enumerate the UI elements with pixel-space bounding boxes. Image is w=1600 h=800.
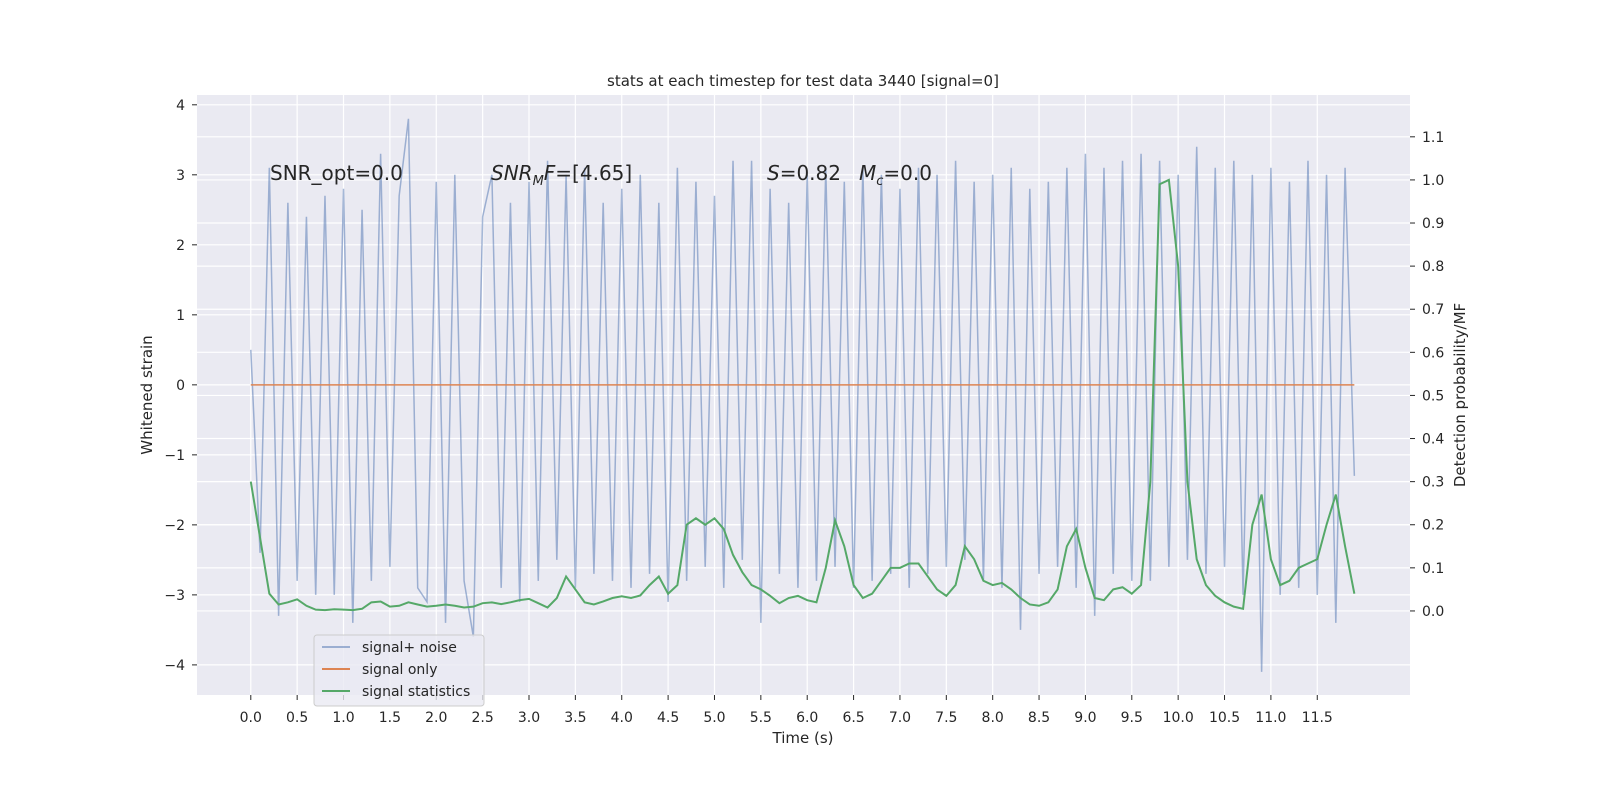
x-tick-label: 11.5 bbox=[1302, 710, 1333, 726]
x-tick-label: 7.0 bbox=[889, 710, 911, 726]
annotation-part: S bbox=[767, 161, 780, 185]
y2-tick-label: 1.0 bbox=[1422, 173, 1444, 189]
y-tick-label: 2 bbox=[176, 238, 185, 254]
series-line bbox=[250, 118, 1356, 672]
y-tick-label: 0 bbox=[176, 378, 185, 394]
x-tick-label: 9.5 bbox=[1121, 710, 1143, 726]
legend-label: signal+ noise bbox=[362, 640, 457, 656]
x-tick-label: 0.0 bbox=[240, 710, 262, 726]
x-tick-label: 9.0 bbox=[1074, 710, 1096, 726]
annotation: Mc=0.0 bbox=[859, 161, 932, 189]
x-tick-label: 2.0 bbox=[425, 710, 447, 726]
x-tick-label: 10.5 bbox=[1209, 710, 1240, 726]
y2-tick-label: 0.5 bbox=[1422, 388, 1444, 404]
annotation-part: =0.0 bbox=[883, 161, 932, 185]
x-tick-label: 5.0 bbox=[703, 710, 725, 726]
y-tick-label: 3 bbox=[176, 168, 185, 184]
y-tick-label: −2 bbox=[164, 518, 185, 534]
x-axis-label: Time (s) bbox=[772, 729, 834, 747]
annotation-part: F bbox=[544, 161, 556, 185]
x-tick-label: 8.0 bbox=[982, 710, 1004, 726]
x-tick-label: 1.0 bbox=[332, 710, 354, 726]
legend-label: signal statistics bbox=[362, 684, 470, 700]
y2-tick-label: 0.0 bbox=[1422, 604, 1444, 620]
x-tick-label: 6.5 bbox=[842, 710, 864, 726]
annotation-part: M bbox=[533, 174, 544, 189]
annotation: SNRMF=[4.65] bbox=[491, 161, 632, 189]
y-tick-label: −1 bbox=[164, 448, 185, 464]
series-line bbox=[249, 178, 1356, 612]
x-tick-label: 4.5 bbox=[657, 710, 679, 726]
x-tick-label: 7.5 bbox=[935, 710, 957, 726]
x-tick-label: 8.5 bbox=[1028, 710, 1050, 726]
x-tick-label: 1.5 bbox=[379, 710, 401, 726]
y2-tick-label: 0.1 bbox=[1422, 561, 1444, 577]
x-tick-label: 3.5 bbox=[564, 710, 586, 726]
x-tick-label: 0.5 bbox=[286, 710, 308, 726]
legend-label: signal only bbox=[362, 662, 437, 678]
y2-tick-label: 0.6 bbox=[1422, 345, 1444, 361]
y2-tick-label: 0.9 bbox=[1422, 216, 1444, 232]
annotation: S=0.82 bbox=[767, 161, 841, 185]
annotation-part: c bbox=[876, 174, 883, 189]
y-axis-label: Whitened strain bbox=[138, 335, 156, 454]
x-tick-label: 10.0 bbox=[1163, 710, 1194, 726]
x-tick-label: 3.0 bbox=[518, 710, 540, 726]
y2-tick-label: 0.7 bbox=[1422, 302, 1444, 318]
y-tick-label: −3 bbox=[164, 588, 185, 604]
annotation-part: M bbox=[859, 161, 876, 185]
chart-title: stats at each timestep for test data 344… bbox=[607, 72, 999, 90]
y-tick-label: 1 bbox=[176, 308, 185, 324]
x-tick-label: 4.0 bbox=[611, 710, 633, 726]
annotation-part: SNR bbox=[491, 161, 533, 185]
annotation: SNR_opt=0.0 bbox=[270, 161, 403, 185]
y2-tick-label: 0.8 bbox=[1422, 259, 1444, 275]
annotation-part: SNR_opt=0.0 bbox=[270, 161, 403, 185]
y2-tick-label: 0.3 bbox=[1422, 475, 1444, 491]
y-tick-label: 4 bbox=[176, 98, 185, 114]
x-tick-label: 2.5 bbox=[471, 710, 493, 726]
y2-tick-label: 1.1 bbox=[1422, 130, 1444, 146]
x-tick-label: 6.0 bbox=[796, 710, 818, 726]
legend-box bbox=[313, 634, 485, 707]
annotation-part: =0.82 bbox=[780, 161, 841, 185]
y2-tick-label: 0.4 bbox=[1422, 432, 1444, 448]
y-tick-label: −4 bbox=[164, 658, 185, 674]
x-tick-label: 5.5 bbox=[750, 710, 772, 726]
y2-axis-label: Detection probability/MF bbox=[1451, 303, 1469, 487]
annotation-part: =[4.65] bbox=[555, 161, 632, 185]
y2-tick-label: 0.2 bbox=[1422, 518, 1444, 534]
x-tick-label: 11.0 bbox=[1255, 710, 1286, 726]
